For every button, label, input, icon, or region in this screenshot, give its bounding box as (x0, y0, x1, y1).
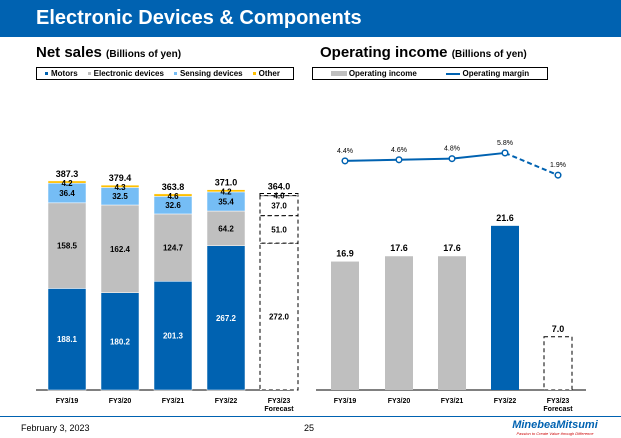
margin-label: 4.6% (391, 147, 407, 154)
page-number: 25 (304, 423, 315, 433)
margin-point (554, 171, 562, 179)
data-label: 35.4 (218, 197, 234, 206)
x-tick-label: FY3/19 (334, 398, 357, 405)
x-tick-label: FY3/22 (494, 398, 517, 405)
bar-segment-electronic-devices (153, 213, 193, 282)
margin-label: 4.8% (444, 146, 460, 153)
margin-point (448, 155, 456, 163)
operating-income-label: 21.6 (496, 213, 514, 223)
total-label: 363.8 (162, 182, 185, 192)
operating-income-label: 16.9 (336, 249, 354, 259)
data-label: 36.4 (59, 189, 75, 198)
legend-sensing: Sensing devices (173, 69, 243, 78)
margin-point (341, 157, 349, 165)
operating-income-bar (331, 261, 359, 390)
x-tick-label: Forecast (264, 406, 294, 413)
forecast-segment-2 (259, 195, 299, 217)
data-label: 4.2 (220, 188, 232, 197)
margin-point (501, 149, 509, 157)
bar-segment-motors (47, 288, 87, 391)
data-label: 4.2 (61, 179, 73, 188)
x-tick-label: FY3/20 (388, 398, 411, 405)
data-label: 272.0 (269, 313, 290, 322)
operating-income-title: Operating income (320, 44, 448, 61)
total-label: 379.4 (109, 173, 132, 183)
data-label: 4.6 (167, 192, 179, 201)
legend-operating-margin: Operating margin (446, 69, 529, 78)
forecast-segment-0 (259, 242, 299, 391)
operating-income-bar (438, 256, 466, 390)
operating-income-label: 17.6 (390, 243, 408, 253)
legend-other: Other (252, 69, 280, 78)
margin-line-segment (344, 158, 400, 162)
operating-income-heading: Operating income (Billions of yen) (320, 44, 527, 61)
bar-segment-other (47, 180, 87, 184)
data-label: 4.3 (114, 183, 126, 192)
bar-segment-other (206, 189, 246, 193)
data-label: 64.2 (218, 224, 234, 233)
operating-income-bar (491, 225, 519, 390)
forecast-segment-3 (259, 192, 299, 197)
bar-segment-electronic-devices (206, 210, 246, 246)
total-label: 371.0 (215, 178, 238, 188)
legend-operating-income: Operating income (330, 69, 417, 78)
x-tick-label: FY3/19 (56, 398, 79, 405)
net-sales-heading: Net sales (Billions of yen) (36, 44, 181, 61)
header-bar (0, 0, 621, 37)
margin-point (395, 156, 403, 164)
data-label: 4.0 (273, 191, 285, 200)
x-tick-label: FY3/21 (162, 398, 185, 405)
data-label: 124.7 (163, 244, 184, 253)
data-label: 180.2 (110, 337, 131, 346)
margin-line-segment (451, 151, 506, 160)
operating-income-legend: Operating income Operating margin (312, 67, 548, 80)
x-tick-label: FY3/21 (441, 398, 464, 405)
bar-segment-other (100, 184, 140, 188)
x-tick-label: FY3/23 (547, 398, 570, 405)
margin-label: 1.9% (550, 162, 566, 169)
slide-title: Electronic Devices & Components (36, 7, 362, 29)
data-label: 158.5 (57, 242, 78, 251)
bar-segment-motors (100, 292, 140, 391)
bar-segment-other (153, 193, 193, 197)
data-label: 37.0 (271, 202, 287, 211)
data-label: 51.0 (271, 225, 287, 234)
footer-line (0, 416, 621, 417)
footer-date: February 3, 2023 (21, 423, 90, 433)
net-sales-title: Net sales (36, 44, 102, 61)
net-sales-legend: Motors Electronic devices Sensing device… (36, 67, 294, 80)
x-tick-label: FY3/23 (268, 398, 291, 405)
margin-line-segment (398, 157, 453, 161)
data-label: 188.1 (57, 335, 78, 344)
data-label: 32.5 (112, 192, 128, 201)
operating-income-unit: (Billions of yen) (451, 49, 527, 60)
operating-income-label: 17.6 (443, 243, 461, 253)
margin-line-segment (504, 152, 559, 177)
legend-electronic: Electronic devices (87, 69, 164, 78)
x-tick-label: Forecast (543, 406, 573, 413)
data-label: 201.3 (163, 332, 184, 341)
margin-label: 4.4% (337, 148, 353, 155)
data-label: 32.6 (165, 201, 181, 210)
data-label: 267.2 (216, 314, 237, 323)
operating-income-bar (543, 336, 573, 391)
operating-income-label: 7.0 (552, 324, 565, 334)
total-label: 387.3 (56, 169, 79, 179)
operating-income-bar (385, 256, 413, 390)
x-tick-label: FY3/20 (109, 398, 132, 405)
legend-motors: Motors (45, 69, 78, 78)
margin-label: 5.8% (497, 140, 513, 147)
data-label: 162.4 (110, 245, 131, 254)
company-logo: MinebeaMitsumi Passion to Create Value th… (512, 419, 598, 436)
forecast-segment-1 (259, 215, 299, 244)
net-sales-unit: (Billions of yen) (106, 49, 182, 60)
total-label: 364.0 (268, 181, 291, 191)
x-tick-label: FY3/22 (215, 398, 238, 405)
